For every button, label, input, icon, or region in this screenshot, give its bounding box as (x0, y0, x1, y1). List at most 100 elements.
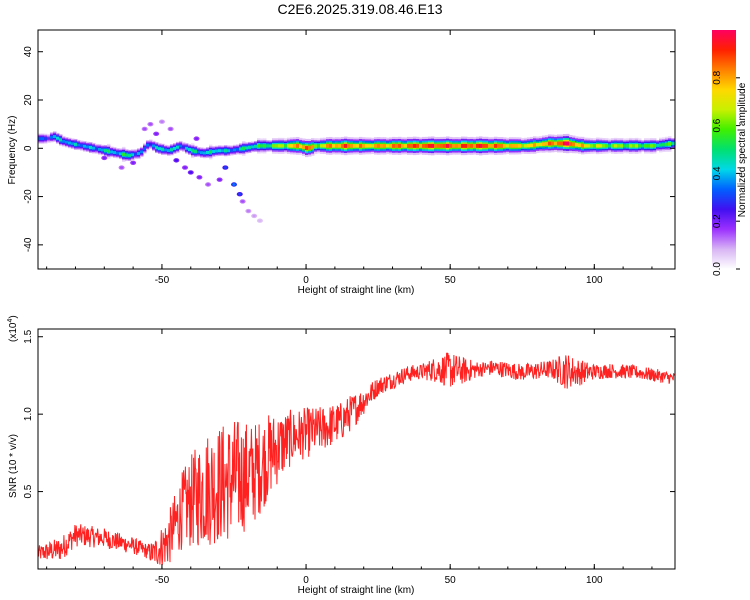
snr-plot-area (38, 329, 675, 569)
heatmap-cell (161, 147, 165, 151)
heatmap-cell (287, 144, 291, 148)
heatmap-cell (377, 143, 381, 148)
heatmap-cell (314, 144, 318, 148)
heatmap-cell (251, 145, 255, 149)
spectrogram-heatmap (38, 119, 675, 223)
heatmap-cell (71, 142, 75, 146)
heatmap-cell (434, 143, 438, 148)
heatmap-cell (428, 143, 432, 148)
heatmap-cell (125, 153, 129, 157)
heatmap-cell (422, 143, 426, 148)
heatmap-cell (596, 144, 600, 148)
heatmap-blob (143, 127, 147, 131)
heatmap-cell (644, 144, 648, 148)
heatmap-cell (533, 143, 537, 147)
heatmap-cell (278, 144, 282, 148)
colorbar-tick-label: 0.4 (712, 166, 723, 180)
heatmap-blob (252, 214, 256, 218)
spectrogram-x-tick-label: 50 (445, 275, 457, 286)
heatmap-cell (137, 152, 141, 155)
spectrogram-panel: -50 0 50 100 40 20 0 -20 -40 Height of straight … (7, 29, 676, 296)
spectrogram-frame (37, 29, 676, 270)
heatmap-cell (368, 144, 372, 148)
spectrogram-x-tick-label: 0 (303, 275, 309, 286)
heatmap-cell (335, 144, 339, 148)
heatmap-cell (578, 143, 582, 148)
heatmap-cell (200, 151, 204, 155)
heatmap-cell (413, 143, 417, 148)
heatmap-cell (446, 143, 450, 148)
heatmap-cell (104, 149, 108, 153)
heatmap-cell (116, 151, 120, 155)
heatmap-cell (218, 149, 222, 153)
heatmap-cell (554, 141, 558, 146)
heatmap-blob (131, 161, 135, 164)
snr-y-tick-label: 1.5 (23, 329, 34, 343)
colorbar-tick-label: 0.8 (712, 70, 723, 84)
heatmap-cell (89, 145, 93, 150)
heatmap-cell (80, 144, 84, 148)
heatmap-cell (98, 147, 102, 151)
heatmap-cell (290, 144, 294, 148)
heatmap-cell (152, 144, 156, 148)
heatmap-cell (500, 143, 504, 148)
heatmap-cell (185, 146, 189, 150)
heatmap-blob (102, 156, 106, 160)
heatmap-cell (254, 144, 258, 148)
heatmap-cell (215, 149, 219, 153)
heatmap-cell (143, 147, 147, 150)
heatmap-cell (338, 144, 342, 148)
heatmap-cell (236, 148, 240, 151)
heatmap-cell (518, 144, 522, 148)
heatmap-cell (647, 144, 651, 148)
heatmap-cell (506, 144, 510, 148)
heatmap-cell (188, 148, 192, 152)
heatmap-cell (464, 143, 468, 148)
heatmap-cell (629, 144, 633, 148)
heatmap-cell (476, 143, 480, 148)
heatmap-cell (557, 141, 561, 146)
heatmap-cell (665, 142, 669, 146)
heatmap-cell (542, 142, 546, 146)
heatmap-cell (359, 143, 363, 148)
heatmap-cell (344, 143, 348, 148)
snr-ticks: -50 0 50 100 0.5 1.0 1.5 (23, 329, 675, 586)
heatmap-blob (241, 200, 245, 203)
heatmap-cell (308, 145, 312, 150)
heatmap-cell (473, 144, 477, 148)
heatmap-cell (65, 140, 69, 144)
heatmap-cell (77, 143, 81, 147)
heatmap-cell (656, 143, 660, 147)
heatmap-cell (599, 144, 603, 148)
heatmap-cell (479, 143, 483, 148)
heatmap-cell (605, 144, 609, 148)
heatmap-cell (467, 143, 471, 148)
heatmap-cell (221, 149, 225, 153)
heatmap-cell (110, 150, 114, 154)
snr-x-tick-label: 0 (303, 575, 309, 586)
snr-panel: -50 0 50 100 0.5 1.0 1.5 Height of straight li… (7, 315, 676, 596)
heatmap-cell (68, 141, 72, 145)
heatmap-cell (470, 143, 474, 148)
heatmap-cell (539, 142, 543, 147)
heatmap-blob (174, 159, 178, 162)
heatmap-cell (437, 143, 441, 148)
heatmap-cell (341, 143, 345, 148)
heatmap-cell (293, 144, 297, 148)
heatmap-cell (551, 141, 555, 146)
heatmap-cell (545, 141, 549, 146)
heatmap-cell (146, 143, 150, 147)
heatmap-cell (617, 144, 621, 148)
colorbar: 0.0 0.2 0.4 0.6 0.8 Normalized spectral ampl… (712, 30, 748, 276)
heatmap-cell (38, 137, 42, 141)
heatmap-cell (131, 153, 135, 157)
colorbar-tick-label: 0.0 (712, 262, 723, 276)
heatmap-cell (449, 143, 453, 148)
spectrogram-y-tick-label: 20 (23, 94, 34, 106)
heatmap-cell (521, 144, 525, 148)
heatmap-blob (258, 219, 262, 222)
heatmap-cell (50, 135, 54, 139)
heatmap-cell (326, 143, 330, 148)
heatmap-blob (183, 166, 187, 169)
heatmap-cell (140, 150, 144, 154)
